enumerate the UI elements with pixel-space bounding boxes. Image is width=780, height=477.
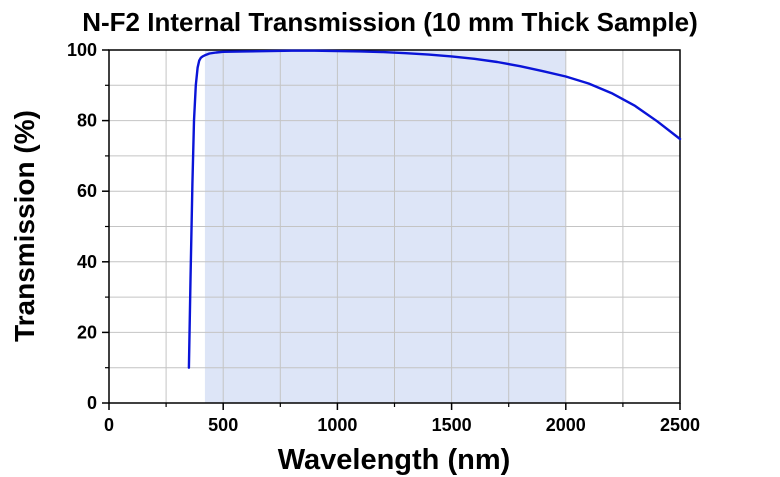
x-tick-label: 2500 [660, 415, 700, 435]
y-tick-label: 20 [77, 322, 97, 342]
x-tick-label: 1000 [317, 415, 357, 435]
y-axis-label: Transmission (%) [9, 110, 40, 342]
chart-title: N-F2 Internal Transmission (10 mm Thick … [82, 7, 698, 37]
x-axis-label: Wavelength (nm) [278, 444, 511, 476]
series-line [187, 49, 682, 369]
plot-area: 0 500 1000 1500 2000 2500 0 20 40 60 80 100 [67, 40, 700, 435]
x-tick-label: 500 [208, 415, 238, 435]
y-tick-label: 40 [77, 252, 97, 272]
y-tick-label: 60 [77, 181, 97, 201]
y-tick-label: 80 [77, 111, 97, 131]
x-tick-label: 1500 [432, 415, 472, 435]
y-tick-label: 100 [67, 40, 97, 60]
x-tick-label: 0 [104, 415, 114, 435]
y-tick-label: 0 [87, 393, 97, 413]
x-tick-label: 2000 [546, 415, 586, 435]
